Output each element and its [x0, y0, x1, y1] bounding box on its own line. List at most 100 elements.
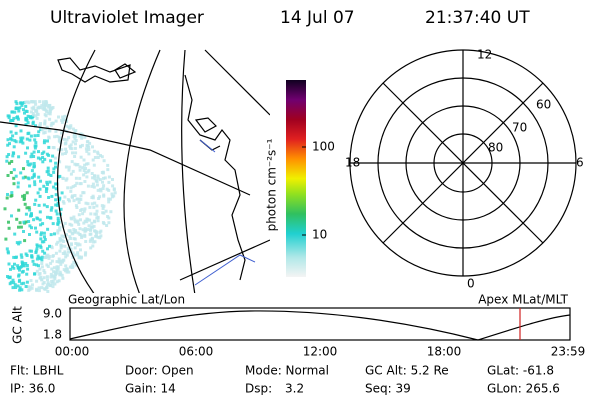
- emission-pixel: [107, 216, 111, 220]
- emission-pixel: [87, 224, 91, 228]
- emission-pixel: [61, 252, 65, 255]
- emission-pixel: [110, 192, 114, 196]
- emission-pixel: [11, 134, 15, 138]
- emission-pixel: [74, 241, 78, 245]
- emission-pixel: [5, 159, 9, 163]
- emission-pixel: [32, 262, 36, 266]
- emission-pixel: [89, 212, 93, 216]
- y-label: 9.0: [43, 307, 62, 321]
- emission-pixel: [56, 216, 60, 220]
- emission-pixel: [86, 170, 90, 174]
- emission-pixel: [48, 244, 51, 248]
- emission-pixel: [44, 190, 48, 193]
- emission-pixel: [18, 286, 22, 290]
- emission-pixel: [83, 180, 87, 183]
- emission-pixel: [28, 287, 32, 291]
- emission-pixel: [55, 280, 59, 284]
- emission-pixel: [90, 221, 94, 225]
- status-field: GC Alt: 5.2 Re: [365, 364, 449, 378]
- emission-pixel: [99, 189, 103, 193]
- emission-pixel: [24, 262, 28, 265]
- emission-pixel: [74, 142, 77, 146]
- emission-pixel: [68, 199, 71, 203]
- emission-pixel: [56, 219, 60, 222]
- grid-line: [57, 49, 96, 293]
- emission-pixel: [19, 138, 23, 142]
- emission-pixel: [38, 194, 42, 198]
- emission-pixel: [62, 240, 65, 243]
- emission-pixel: [32, 107, 36, 111]
- emission-pixel: [73, 162, 77, 166]
- emission-pixel: [107, 175, 111, 179]
- emission-pixel: [38, 187, 42, 191]
- emission-pixel: [22, 264, 26, 268]
- emission-pixel: [75, 206, 79, 209]
- emission-pixel: [78, 168, 82, 172]
- emission-pixel: [32, 100, 35, 104]
- emission-pixel: [93, 212, 97, 216]
- emission-pixel: [46, 290, 50, 293]
- emission-pixel: [82, 191, 86, 195]
- emission-pixel: [29, 279, 33, 283]
- emission-pixel: [91, 225, 95, 229]
- emission-pixel: [63, 252, 67, 256]
- emission-pixel: [29, 110, 33, 114]
- emission-pixel: [79, 256, 83, 260]
- emission-pixel: [53, 277, 57, 281]
- emission-pixel: [43, 238, 47, 241]
- emission-pixel: [51, 106, 55, 109]
- emission-pixel: [43, 271, 47, 275]
- emission-pixel: [89, 246, 93, 250]
- emission-pixel: [57, 257, 61, 261]
- emission-pixel: [50, 259, 54, 263]
- emission-pixel: [56, 201, 60, 205]
- emission-pixel: [26, 146, 29, 150]
- emission-pixel: [19, 225, 23, 229]
- emission-pixel: [21, 194, 25, 198]
- emission-pixel: [37, 289, 41, 293]
- time: 21:37:40 UT: [425, 8, 530, 28]
- emission-pixel: [17, 225, 20, 229]
- emission-pixel: [7, 114, 11, 118]
- emission-pixel: [84, 201, 88, 205]
- emission-pixel: [102, 184, 106, 188]
- emission-pixel: [30, 286, 34, 290]
- emission-pixel: [24, 104, 28, 108]
- emission-pixel: [58, 139, 62, 143]
- emission-pixel: [42, 203, 46, 207]
- emission-pixel: [19, 265, 23, 269]
- emission-pixel: [83, 227, 87, 231]
- emission-pixel: [67, 250, 70, 254]
- panel-label: Apex MLat/MLT: [478, 293, 568, 307]
- emission-pixel: [11, 286, 15, 290]
- emission-pixel: [58, 273, 62, 277]
- emission-pixel: [42, 141, 46, 145]
- emission-pixel: [58, 239, 62, 243]
- emission-pixel: [30, 106, 34, 110]
- emission-pixel: [28, 115, 32, 119]
- emission-pixel: [71, 169, 75, 173]
- emission-pixel: [96, 188, 100, 192]
- emission-pixel: [57, 220, 61, 224]
- emission-pixel: [84, 167, 87, 170]
- emission-pixel: [30, 254, 34, 258]
- emission-pixel: [28, 184, 32, 188]
- emission-pixel: [9, 171, 13, 174]
- emission-pixel: [72, 215, 76, 219]
- emission-pixel: [53, 135, 57, 139]
- emission-pixel: [48, 180, 52, 184]
- emission-pixel: [106, 163, 110, 167]
- emission-pixel: [29, 155, 33, 159]
- emission-pixel: [82, 221, 86, 225]
- emission-pixel: [75, 181, 79, 185]
- emission-pixel: [73, 237, 77, 241]
- emission-pixel: [25, 206, 29, 210]
- emission-pixel: [36, 112, 40, 116]
- emission-pixel: [91, 176, 95, 180]
- emission-pixel: [46, 182, 49, 186]
- emission-pixel: [23, 111, 26, 115]
- emission-pixel: [60, 118, 64, 122]
- emission-pixel: [18, 268, 21, 272]
- emission-pixel: [46, 166, 50, 170]
- emission-pixel: [46, 278, 49, 282]
